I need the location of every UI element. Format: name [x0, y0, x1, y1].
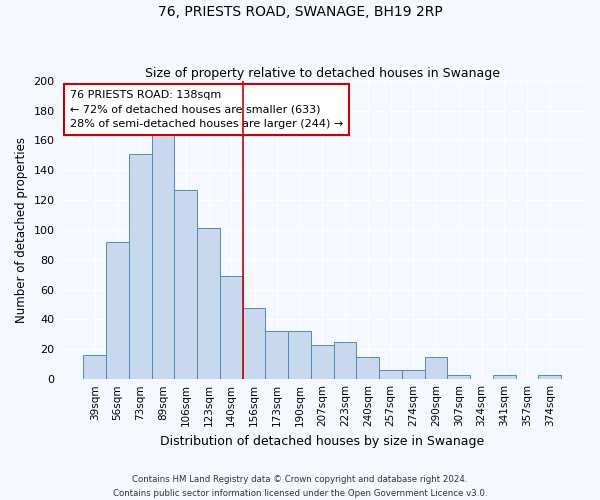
Bar — [242, 308, 265, 379]
Bar — [197, 228, 220, 379]
Bar — [265, 332, 288, 379]
Title: Size of property relative to detached houses in Swanage: Size of property relative to detached ho… — [145, 66, 500, 80]
Bar — [425, 357, 448, 379]
Text: 76, PRIESTS ROAD, SWANAGE, BH19 2RP: 76, PRIESTS ROAD, SWANAGE, BH19 2RP — [158, 5, 442, 19]
Text: 76 PRIESTS ROAD: 138sqm
← 72% of detached houses are smaller (633)
28% of semi-d: 76 PRIESTS ROAD: 138sqm ← 72% of detache… — [70, 90, 343, 129]
Bar — [379, 370, 402, 379]
Bar — [402, 370, 425, 379]
Bar — [311, 345, 334, 379]
Bar — [220, 276, 242, 379]
Bar — [152, 133, 175, 379]
Bar — [334, 342, 356, 379]
X-axis label: Distribution of detached houses by size in Swanage: Distribution of detached houses by size … — [160, 434, 484, 448]
Y-axis label: Number of detached properties: Number of detached properties — [15, 137, 28, 323]
Bar — [493, 374, 515, 379]
Bar — [175, 190, 197, 379]
Bar — [129, 154, 152, 379]
Text: Contains HM Land Registry data © Crown copyright and database right 2024.
Contai: Contains HM Land Registry data © Crown c… — [113, 476, 487, 498]
Bar — [448, 374, 470, 379]
Bar — [106, 242, 129, 379]
Bar — [356, 357, 379, 379]
Bar — [538, 374, 561, 379]
Bar — [288, 332, 311, 379]
Bar — [83, 356, 106, 379]
